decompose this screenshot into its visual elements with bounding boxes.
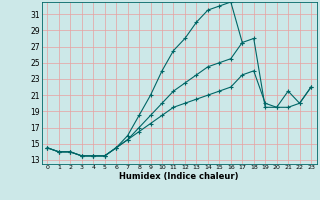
X-axis label: Humidex (Indice chaleur): Humidex (Indice chaleur) bbox=[119, 172, 239, 181]
